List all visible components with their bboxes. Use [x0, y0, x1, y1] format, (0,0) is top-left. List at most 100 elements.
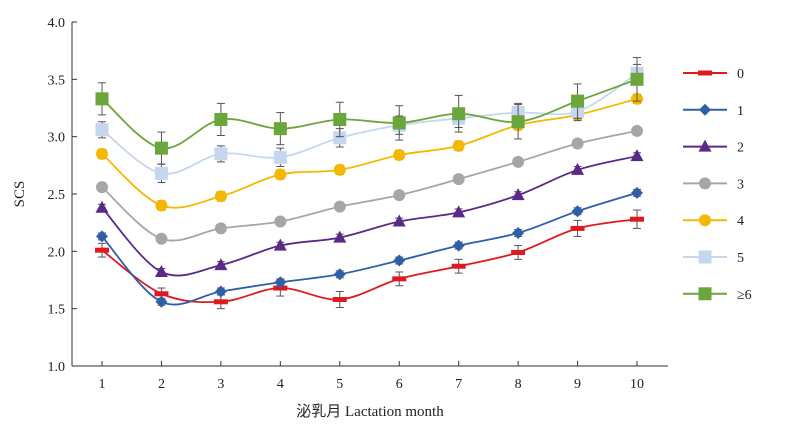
x-tick-label: 7 — [455, 377, 462, 392]
series-2 — [95, 149, 644, 277]
y-tick-label: 2.0 — [48, 245, 66, 260]
series-4 — [96, 92, 643, 212]
x-axis-title: 泌乳月 Lactation month — [296, 403, 444, 420]
legend-swatch-marker — [699, 177, 711, 190]
y-ticks: 1.0 1.5 2.0 2.5 3.0 3.5 4.0 — [48, 16, 77, 375]
legend-swatch-marker — [698, 287, 712, 301]
data-point — [571, 137, 584, 150]
x-tick-label: 9 — [574, 377, 581, 392]
series-line — [101, 155, 638, 277]
data-point — [214, 112, 228, 126]
data-point — [452, 239, 465, 252]
series-layer — [95, 57, 644, 310]
series-1 — [96, 186, 643, 308]
legend-item-0: 0 — [683, 67, 744, 82]
x-ticks: 1 2 3 4 5 6 7 8 9 10 — [99, 361, 644, 392]
data-point — [214, 190, 227, 203]
data-point — [155, 295, 168, 308]
legend-item-4: 4 — [683, 214, 744, 229]
data-point — [96, 230, 108, 243]
data-point — [274, 168, 287, 181]
x-tick-label: 10 — [630, 377, 644, 392]
data-point — [274, 276, 287, 289]
data-point — [154, 141, 168, 155]
data-point — [452, 205, 466, 218]
data-point — [333, 200, 346, 213]
data-point — [630, 216, 644, 222]
legend-item-5: 5 — [683, 250, 744, 266]
x-tick-label: 1 — [99, 377, 106, 392]
legend-swatch-marker — [698, 139, 712, 152]
legend-item-1: 1 — [683, 103, 744, 119]
data-point — [631, 186, 643, 199]
data-point — [154, 166, 168, 180]
data-point — [333, 268, 346, 281]
data-point — [274, 215, 287, 228]
x-tick-label: 4 — [277, 377, 284, 392]
data-point — [571, 205, 584, 218]
series-6 — [95, 57, 644, 165]
legend: 0 1 2 3 4 5 ≥6 — [683, 67, 752, 303]
data-point — [571, 162, 585, 175]
y-tick-label: 3.5 — [48, 73, 66, 88]
legend-label: ≥6 — [737, 288, 752, 303]
series-0 — [95, 209, 644, 310]
data-point — [95, 200, 109, 213]
data-point — [214, 258, 228, 271]
series-line — [101, 72, 638, 175]
legend-item-2: 2 — [683, 139, 744, 156]
data-point — [154, 291, 169, 297]
series-line — [101, 130, 638, 242]
y-tick-label: 4.0 — [48, 16, 66, 31]
y-tick-label: 3.0 — [48, 131, 66, 146]
data-point — [95, 247, 109, 253]
series-line — [101, 97, 638, 209]
data-point — [155, 232, 168, 245]
data-point — [273, 238, 287, 251]
x-tick-label: 6 — [396, 377, 403, 392]
data-point — [452, 139, 465, 152]
y-tick-label: 1.0 — [48, 360, 66, 375]
data-point — [392, 276, 407, 282]
data-point — [333, 131, 347, 145]
data-point — [213, 299, 228, 305]
data-point — [511, 115, 525, 129]
data-point — [511, 249, 526, 255]
series-line — [101, 78, 638, 150]
x-tick-label: 8 — [515, 377, 522, 392]
y-tick-label: 1.5 — [48, 303, 66, 318]
legend-swatch-marker — [698, 70, 712, 76]
data-point — [214, 285, 227, 298]
data-point — [393, 189, 406, 202]
data-point — [392, 214, 406, 227]
x-tick-label: 5 — [336, 377, 343, 392]
legend-label: 1 — [737, 104, 744, 119]
series-line — [101, 218, 638, 304]
data-point — [451, 263, 466, 269]
data-point — [571, 94, 585, 108]
data-point — [96, 147, 108, 160]
data-point — [95, 92, 109, 106]
data-point — [393, 149, 406, 162]
data-point — [570, 225, 585, 231]
legend-label: 2 — [737, 141, 744, 156]
data-point — [332, 296, 347, 302]
legend-label: 5 — [737, 251, 744, 266]
data-point — [631, 124, 643, 137]
data-point — [155, 199, 168, 212]
data-point — [214, 222, 227, 235]
data-point — [452, 107, 466, 121]
data-point — [511, 188, 525, 201]
data-point — [512, 226, 525, 239]
data-point — [333, 230, 347, 243]
y-tick-label: 2.5 — [48, 188, 66, 203]
data-point — [452, 173, 465, 186]
data-point — [392, 116, 406, 130]
data-point — [630, 72, 644, 86]
data-point — [333, 163, 346, 176]
data-point — [214, 147, 228, 161]
legend-label: 3 — [737, 177, 744, 192]
x-tick-label: 2 — [158, 377, 165, 392]
data-point — [393, 254, 406, 267]
